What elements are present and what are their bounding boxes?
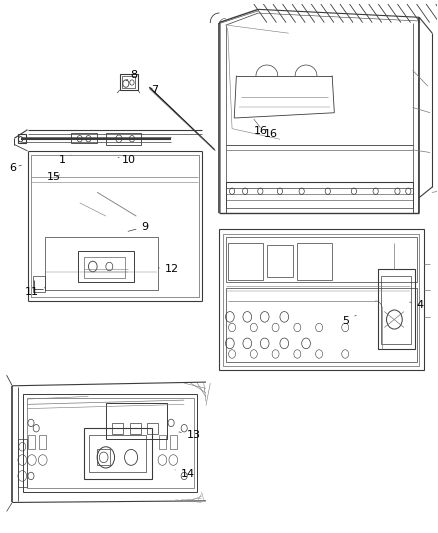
Text: 9: 9	[128, 222, 148, 232]
Bar	[18, 134, 26, 143]
Bar	[381, 276, 411, 344]
Bar	[78, 251, 134, 282]
Bar	[33, 276, 45, 292]
Bar	[113, 423, 123, 433]
Bar	[84, 428, 152, 479]
Text: 15: 15	[46, 172, 60, 182]
Bar	[89, 434, 146, 472]
Text: 16: 16	[253, 126, 267, 136]
Bar	[39, 434, 46, 449]
Bar	[84, 257, 125, 278]
Bar	[121, 76, 134, 88]
Text: 5: 5	[343, 316, 356, 326]
Bar	[226, 237, 417, 282]
Bar	[297, 243, 332, 280]
Bar	[147, 423, 158, 433]
Bar	[219, 229, 424, 370]
Bar	[223, 233, 419, 366]
Bar	[228, 243, 262, 280]
Text: 13: 13	[179, 430, 201, 440]
Bar	[267, 245, 293, 277]
Bar	[226, 182, 413, 214]
Bar	[23, 394, 197, 492]
Bar	[31, 155, 198, 297]
Bar	[120, 74, 138, 90]
Bar	[18, 439, 27, 487]
Bar	[106, 403, 167, 439]
Bar	[97, 449, 110, 465]
Text: 7: 7	[151, 85, 158, 95]
Bar	[130, 423, 141, 433]
Text: 4: 4	[410, 300, 424, 310]
Text: 12: 12	[159, 264, 179, 274]
Text: 14: 14	[175, 470, 195, 479]
Bar	[170, 434, 177, 449]
Text: 16: 16	[260, 129, 277, 139]
Bar	[159, 434, 166, 449]
Text: 10: 10	[118, 156, 136, 165]
Bar	[378, 269, 415, 349]
Text: 11: 11	[25, 287, 45, 297]
Bar	[106, 133, 141, 144]
Bar	[28, 434, 35, 449]
Text: 6: 6	[9, 163, 21, 173]
Bar	[27, 398, 194, 488]
Text: 8: 8	[126, 70, 138, 81]
Text: 1: 1	[59, 155, 71, 165]
Bar	[71, 133, 97, 143]
Bar	[226, 288, 417, 362]
Bar	[45, 237, 158, 290]
